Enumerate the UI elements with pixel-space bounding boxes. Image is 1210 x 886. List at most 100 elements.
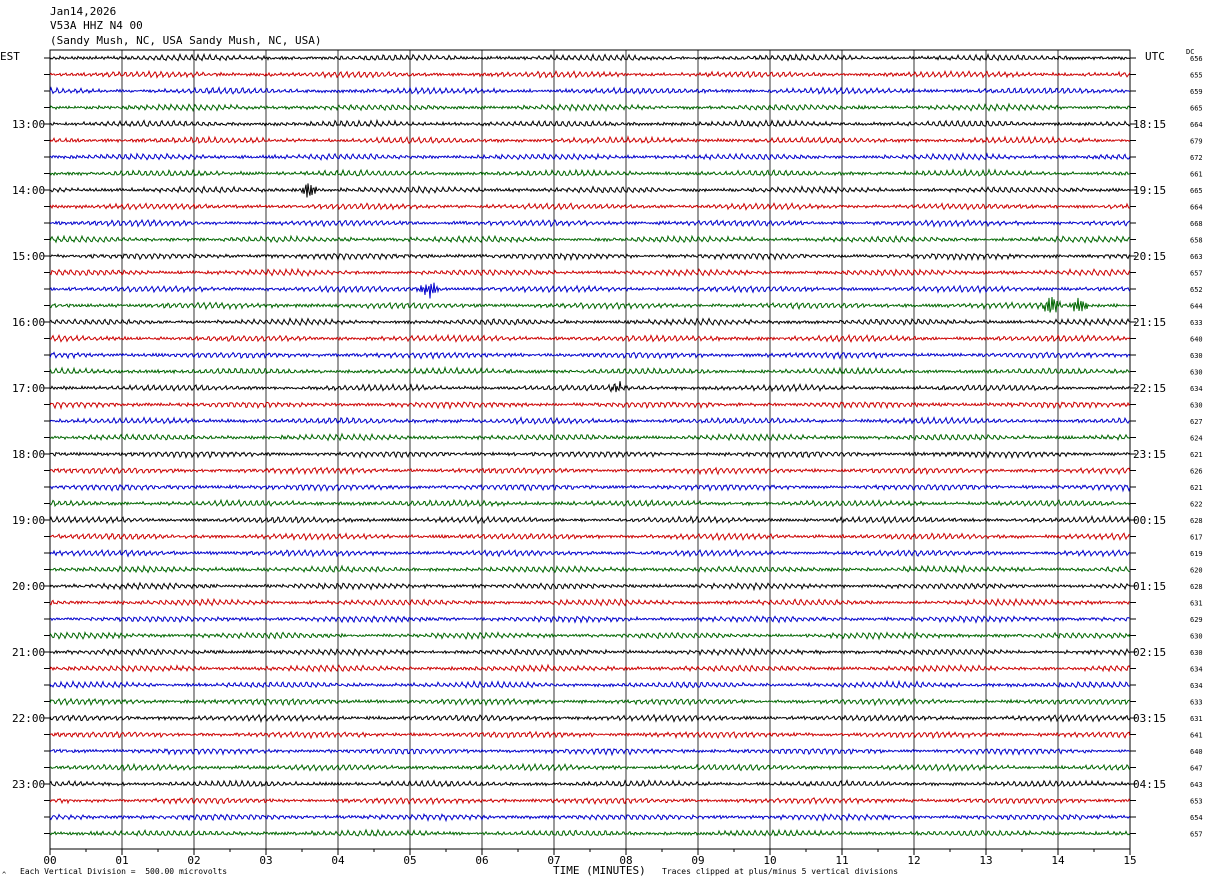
trace-line bbox=[49, 762, 1131, 772]
trace-line bbox=[49, 515, 1131, 525]
trace-line bbox=[49, 615, 1131, 624]
dc-offset-header: DC bbox=[1186, 48, 1195, 56]
dc-offset-value: 656 bbox=[1190, 55, 1203, 63]
hour-label-utc: 21:15 bbox=[1133, 316, 1166, 329]
dc-offset-value: 655 bbox=[1190, 72, 1203, 80]
trace-line bbox=[49, 234, 1131, 244]
trace-line bbox=[49, 317, 1131, 327]
hour-label-utc: 18:15 bbox=[1133, 118, 1166, 131]
hour-label-local: 14:00 bbox=[12, 184, 45, 197]
trace-line bbox=[49, 333, 1131, 343]
trace-line bbox=[49, 351, 1131, 361]
x-tick-label: 03 bbox=[259, 854, 272, 867]
dc-offset-value: 657 bbox=[1190, 270, 1203, 278]
trace-line bbox=[49, 282, 1131, 299]
corner-mark: ^ bbox=[2, 871, 7, 879]
dc-offset-value: 624 bbox=[1190, 435, 1203, 443]
dc-offset-value: 643 bbox=[1190, 781, 1203, 789]
x-tick-label: 12 bbox=[907, 854, 920, 867]
trace-line bbox=[49, 647, 1131, 657]
trace-line bbox=[49, 69, 1131, 79]
trace-line bbox=[49, 828, 1131, 837]
trace-line bbox=[49, 218, 1131, 228]
dc-offset-value: 634 bbox=[1190, 682, 1203, 690]
dc-offset-value: 634 bbox=[1190, 385, 1203, 393]
date-label: Jan14,2026 bbox=[50, 5, 117, 18]
x-tick-label: 15 bbox=[1123, 854, 1136, 867]
hour-label-utc: 20:15 bbox=[1133, 250, 1166, 263]
dc-offset-value: 630 bbox=[1190, 369, 1203, 377]
trace-line bbox=[49, 52, 1131, 62]
trace-line bbox=[49, 532, 1131, 542]
location-label: (Sandy Mush, NC, USA Sandy Mush, NC, USA… bbox=[50, 34, 322, 47]
clip-note: Traces clipped at plus/minus 5 vertical … bbox=[662, 867, 899, 876]
hour-label-utc: 04:15 bbox=[1133, 778, 1166, 791]
dc-offset-value: 668 bbox=[1190, 220, 1203, 228]
dc-offset-value: 630 bbox=[1190, 352, 1203, 360]
trace-line bbox=[49, 135, 1131, 145]
hour-label-local: 17:00 bbox=[12, 382, 45, 395]
trace-line bbox=[49, 779, 1131, 788]
dc-offset-value: 630 bbox=[1190, 649, 1203, 657]
dc-offset-value: 630 bbox=[1190, 402, 1203, 410]
x-tick-label: 00 bbox=[43, 854, 56, 867]
trace-line bbox=[49, 102, 1131, 113]
trace-line bbox=[49, 663, 1131, 673]
dc-offset-value: 659 bbox=[1190, 88, 1203, 96]
hour-label-local: 22:00 bbox=[12, 712, 45, 725]
trace-line bbox=[49, 498, 1131, 508]
hour-label-utc: 00:15 bbox=[1133, 514, 1166, 527]
dc-offset-value: 640 bbox=[1190, 748, 1203, 756]
dc-offset-value: 633 bbox=[1190, 319, 1203, 327]
trace-line bbox=[49, 679, 1131, 690]
trace-line bbox=[49, 151, 1131, 161]
trace-line bbox=[49, 812, 1131, 823]
hour-label-local: 13:00 bbox=[12, 118, 45, 131]
dc-offset-value: 654 bbox=[1190, 814, 1203, 822]
x-tick-label: 05 bbox=[403, 854, 416, 867]
trace-line bbox=[49, 630, 1131, 641]
dc-offset-value: 628 bbox=[1190, 583, 1203, 591]
x-tick-label: 08 bbox=[619, 854, 632, 867]
trace-line bbox=[49, 168, 1131, 177]
x-tick-label: 09 bbox=[691, 854, 704, 867]
hour-label-utc: 03:15 bbox=[1133, 712, 1166, 725]
x-tick-label: 02 bbox=[187, 854, 200, 867]
trace-line bbox=[49, 267, 1131, 278]
dc-offset-value: 665 bbox=[1190, 105, 1203, 113]
dc-offset-value: 617 bbox=[1190, 534, 1203, 542]
trace-line bbox=[49, 450, 1131, 460]
trace-line bbox=[49, 381, 1131, 393]
trace-line bbox=[49, 183, 1131, 198]
x-tick-label: 10 bbox=[763, 854, 776, 867]
trace-line bbox=[49, 548, 1131, 558]
trace-line bbox=[49, 483, 1131, 493]
hour-label-local: 21:00 bbox=[12, 646, 45, 659]
dc-offset-value: 644 bbox=[1190, 303, 1203, 311]
hour-label-local: 23:00 bbox=[12, 778, 45, 791]
hour-label-utc: 19:15 bbox=[1133, 184, 1166, 197]
dc-offset-value: 652 bbox=[1190, 286, 1203, 294]
trace-line bbox=[49, 296, 1131, 313]
dc-offset-value: 658 bbox=[1190, 237, 1203, 245]
trace-line bbox=[49, 401, 1131, 411]
hour-label-utc: 02:15 bbox=[1133, 646, 1166, 659]
x-tick-label: 04 bbox=[331, 854, 345, 867]
trace-line bbox=[49, 581, 1131, 592]
dc-offset-value: 665 bbox=[1190, 187, 1203, 195]
station-label: V53A HHZ N4 00 bbox=[50, 19, 143, 32]
trace-line bbox=[49, 466, 1131, 476]
hour-label-utc: 01:15 bbox=[1133, 580, 1166, 593]
dc-offset-value: 631 bbox=[1190, 600, 1203, 608]
hour-label-local: 19:00 bbox=[12, 514, 45, 527]
dc-offset-value: 631 bbox=[1190, 715, 1203, 723]
dc-offset-value: 672 bbox=[1190, 154, 1203, 162]
trace-line bbox=[49, 730, 1131, 740]
trace-line bbox=[49, 697, 1131, 707]
x-tick-label: 14 bbox=[1051, 854, 1065, 867]
plot-frame bbox=[49, 49, 1131, 850]
dc-offset-value: 619 bbox=[1190, 550, 1203, 558]
trace-line bbox=[49, 747, 1131, 757]
trace-line bbox=[49, 365, 1131, 375]
